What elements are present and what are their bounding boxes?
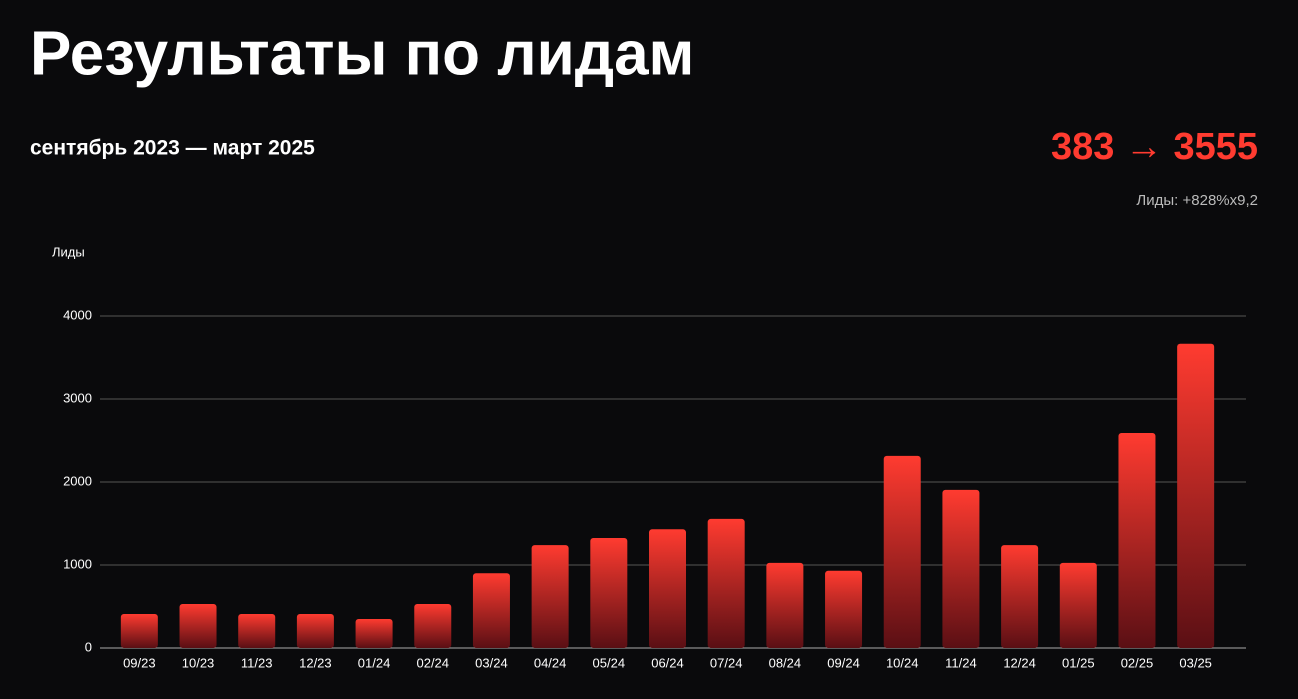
bar xyxy=(120,613,158,648)
x-tick-label: 12/23 xyxy=(299,655,332,670)
y-axis-label: Лиды xyxy=(52,244,85,259)
bar xyxy=(238,613,276,648)
bar xyxy=(825,570,863,648)
bar xyxy=(179,604,217,648)
bar xyxy=(1059,562,1097,648)
x-tick-label: 01/24 xyxy=(358,655,391,670)
bar xyxy=(707,518,745,648)
x-tick-label: 02/24 xyxy=(416,655,449,670)
x-tick-label: 11/23 xyxy=(241,655,273,670)
x-tick-label: 11/24 xyxy=(945,655,977,670)
bar xyxy=(1177,343,1215,648)
x-tick-label: 10/23 xyxy=(182,655,215,670)
bar xyxy=(590,538,628,648)
chart-title: Результаты по лидам xyxy=(30,19,694,88)
x-tick-label: 12/24 xyxy=(1003,655,1036,670)
x-tick-label: 10/24 xyxy=(886,655,919,670)
bar xyxy=(355,618,393,648)
y-tick-label: 2000 xyxy=(63,473,92,488)
x-tick-label: 06/24 xyxy=(651,655,684,670)
bar xyxy=(942,489,980,648)
bar xyxy=(296,613,334,648)
bar xyxy=(1001,545,1039,648)
y-tick-label: 1000 xyxy=(63,556,92,571)
x-tick-label: 09/24 xyxy=(827,655,860,670)
bar xyxy=(472,573,510,648)
x-tick-label: 04/24 xyxy=(534,655,567,670)
x-tick-label: 03/24 xyxy=(475,655,508,670)
headline-note: Лиды: +828%x9,2 xyxy=(1136,192,1258,209)
bar xyxy=(1118,433,1156,648)
x-tick-label: 05/24 xyxy=(593,655,626,670)
y-tick-label: 4000 xyxy=(63,307,92,322)
y-tick-label: 0 xyxy=(85,639,92,654)
x-tick-label: 08/24 xyxy=(769,655,802,670)
x-tick-label: 03/25 xyxy=(1179,655,1212,670)
x-tick-label: 01/25 xyxy=(1062,655,1095,670)
bar xyxy=(531,545,569,648)
x-tick-label: 02/25 xyxy=(1121,655,1154,670)
bar xyxy=(649,529,686,648)
y-tick-label: 3000 xyxy=(63,390,92,405)
x-tick-label: 07/24 xyxy=(710,655,743,670)
subtitle: сентябрь 2023 — март 2025 xyxy=(30,137,315,160)
bar xyxy=(766,562,804,648)
bar xyxy=(414,604,452,648)
headline: 383 → 3555 xyxy=(1051,126,1258,168)
x-tick-label: 09/23 xyxy=(123,655,156,670)
bar xyxy=(883,455,921,648)
